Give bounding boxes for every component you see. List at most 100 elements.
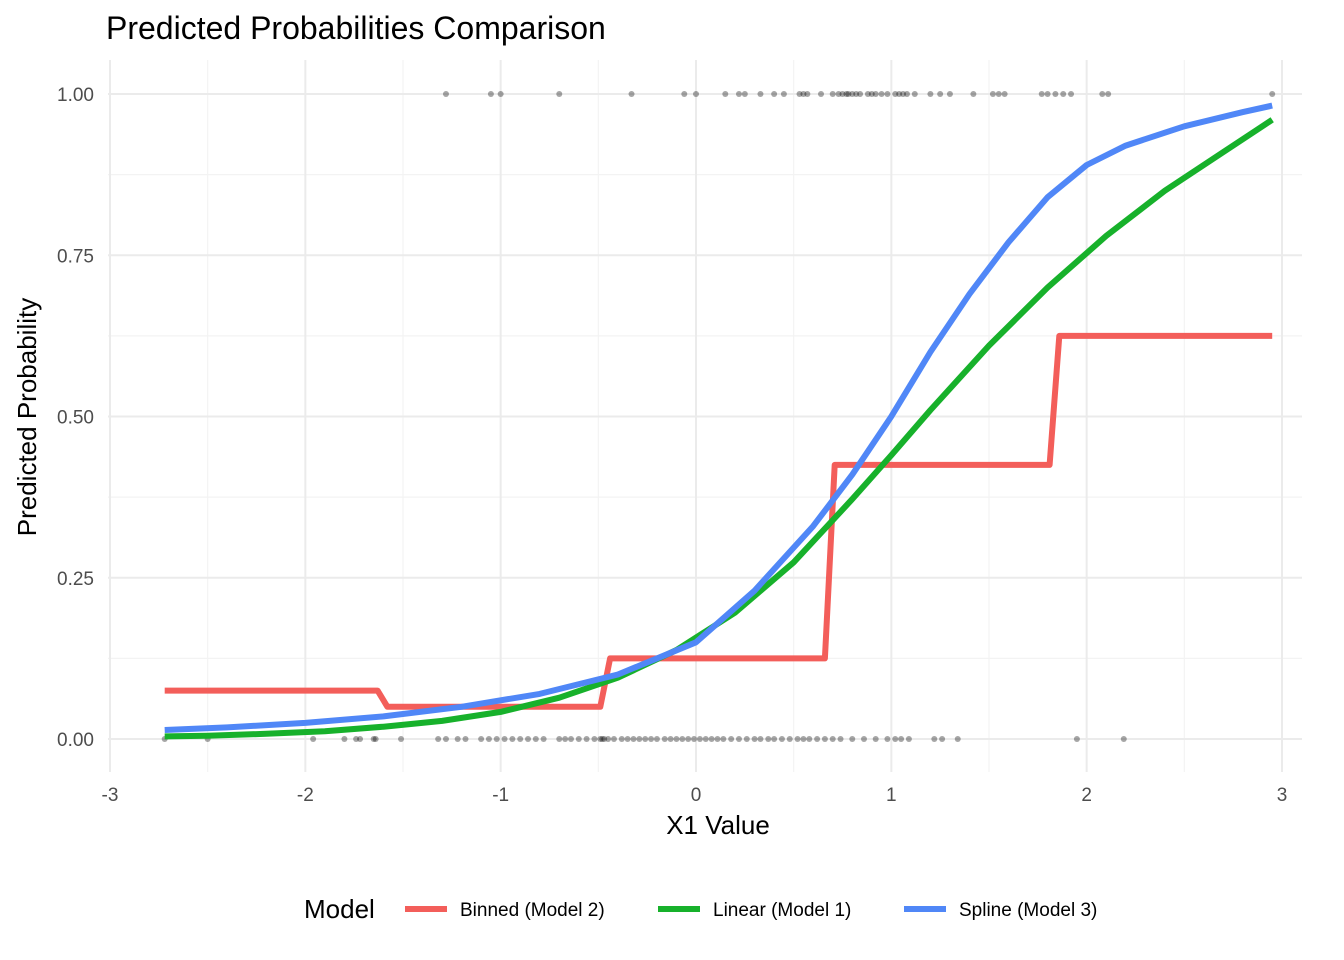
observation-point xyxy=(341,736,348,742)
observation-point xyxy=(462,736,469,742)
observation-point xyxy=(829,91,836,97)
observation-point xyxy=(722,91,729,97)
observation-point xyxy=(946,91,953,97)
observation-point xyxy=(794,736,801,742)
series-line-3 xyxy=(164,102,1273,733)
observation-point xyxy=(1105,91,1112,97)
observation-point xyxy=(610,736,617,742)
observation-point xyxy=(601,736,608,742)
observation-point xyxy=(843,91,850,97)
observation-point xyxy=(398,736,405,742)
observation-point xyxy=(562,736,569,742)
observation-point xyxy=(310,736,317,742)
observation-point xyxy=(487,91,494,97)
legend: Model Binned (Model 2) Linear (Model 1) Sp… xyxy=(304,894,1097,924)
observation-point xyxy=(903,91,910,97)
observation-point xyxy=(839,91,846,97)
observation-point xyxy=(567,736,574,742)
observation-point xyxy=(556,736,563,742)
observation-point xyxy=(605,736,612,742)
observation-point xyxy=(591,736,598,742)
observation-point xyxy=(853,91,860,97)
x-axis-ticks: -3 -2 -1 0 1 2 3 xyxy=(102,785,1288,806)
observation-point xyxy=(435,736,442,742)
legend-label-2: Linear (Model 1) xyxy=(713,900,851,921)
observation-point xyxy=(708,736,715,742)
observation-point xyxy=(884,736,891,742)
observation-point xyxy=(556,91,563,97)
observation-point xyxy=(1120,736,1127,742)
observation-point xyxy=(357,736,364,742)
observation-point xyxy=(642,736,649,742)
observation-point xyxy=(884,91,891,97)
observation-point xyxy=(1099,91,1106,97)
observation-point xyxy=(681,91,688,97)
observation-point xyxy=(786,736,793,742)
observation-point xyxy=(818,91,825,97)
observation-point xyxy=(648,736,655,742)
observation-point xyxy=(1044,91,1051,97)
grid xyxy=(108,60,1302,772)
observation-point xyxy=(630,736,637,742)
observation-point xyxy=(624,736,631,742)
observation-point xyxy=(970,91,977,97)
observation-point xyxy=(743,736,750,742)
x-tick-label: 2 xyxy=(1081,785,1092,806)
observation-point xyxy=(599,736,606,742)
observation-point xyxy=(735,736,742,742)
y-tick-label: 0.75 xyxy=(57,246,94,267)
observation-point xyxy=(757,736,764,742)
observation-point xyxy=(735,91,742,97)
legend-label-1: Binned (Model 2) xyxy=(460,900,605,921)
observation-points xyxy=(161,91,1276,742)
observation-point xyxy=(1073,736,1080,742)
observation-point xyxy=(849,91,856,97)
observation-point xyxy=(900,91,907,97)
observation-point xyxy=(989,91,996,97)
y-tick-label: 0.25 xyxy=(57,569,94,590)
observation-point xyxy=(872,736,879,742)
observation-point xyxy=(696,736,703,742)
chart-title: Predicted Probabilities Comparison xyxy=(106,10,606,46)
observation-point xyxy=(931,736,938,742)
legend-label-3: Spline (Model 3) xyxy=(959,900,1097,921)
observation-point xyxy=(751,736,758,742)
observation-point xyxy=(896,91,903,97)
observation-point xyxy=(845,91,852,97)
observation-point xyxy=(806,736,813,742)
observation-point xyxy=(702,736,709,742)
series-line-1 xyxy=(164,332,1273,710)
observation-point xyxy=(583,736,590,742)
observation-point xyxy=(714,736,721,742)
observation-point xyxy=(868,91,875,97)
x-tick-label: 0 xyxy=(691,785,702,806)
x-tick-label: -3 xyxy=(102,785,119,806)
observation-point xyxy=(905,736,912,742)
observation-point xyxy=(780,91,787,97)
observation-point xyxy=(860,736,867,742)
observation-point xyxy=(575,736,582,742)
observation-point xyxy=(628,91,635,97)
observation-point xyxy=(372,736,379,742)
observation-point xyxy=(872,91,879,97)
observation-point xyxy=(685,736,692,742)
observation-point xyxy=(501,736,508,742)
y-axis-ticks: 0.00 0.25 0.50 0.75 1.00 xyxy=(57,85,94,751)
observation-point xyxy=(353,736,360,742)
observation-point xyxy=(442,736,449,742)
observation-point xyxy=(849,736,856,742)
observation-point xyxy=(954,736,961,742)
observation-point xyxy=(636,736,643,742)
observation-point xyxy=(667,736,674,742)
observation-point xyxy=(878,91,885,97)
observation-point xyxy=(927,91,934,97)
observation-point xyxy=(757,91,764,97)
observation-point xyxy=(673,736,680,742)
observation-point xyxy=(892,736,899,742)
observation-point xyxy=(837,736,844,742)
observation-point xyxy=(814,736,821,742)
x-tick-label: -2 xyxy=(297,785,314,806)
y-tick-label: 1.00 xyxy=(57,85,94,106)
x-tick-label: -1 xyxy=(492,785,509,806)
